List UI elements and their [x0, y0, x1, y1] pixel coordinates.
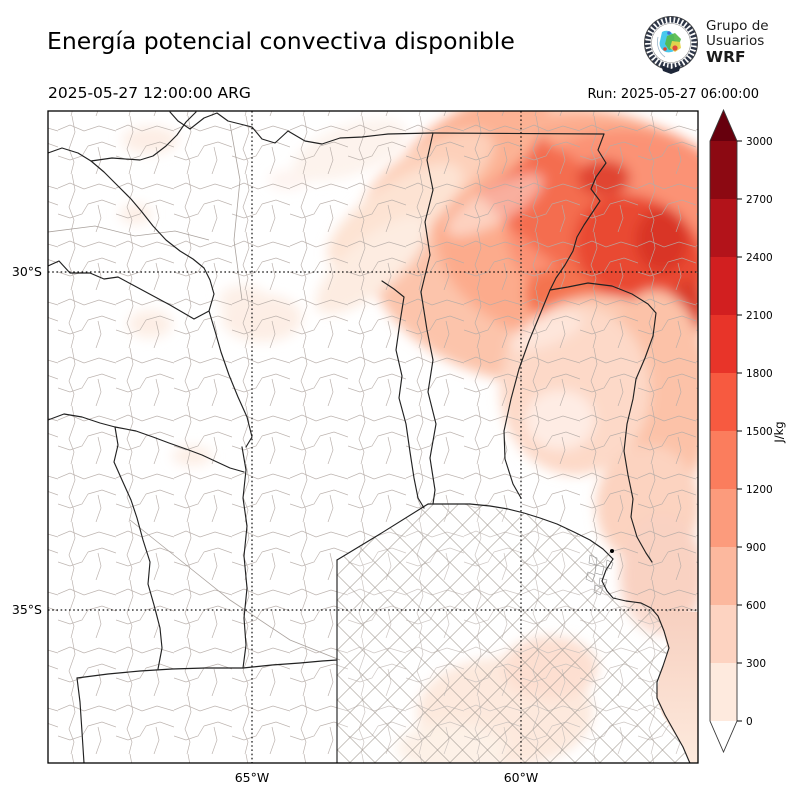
colorbar-tick-label: 3000 [746, 136, 773, 148]
colorbar-unit-label: J/kg [772, 421, 786, 443]
colorbar-segment [710, 199, 737, 257]
graticule-gridlines [48, 111, 698, 763]
colorbar-segment [710, 431, 737, 489]
colorbar-tick-label: 600 [746, 600, 766, 612]
valid-time-label: 2025-05-27 12:00:00 ARG [48, 84, 251, 102]
colorbar-segment [710, 257, 737, 315]
colorbar-segment [710, 141, 737, 199]
logo-line-2: Usuarios [706, 33, 765, 50]
ytick-35s: 35°S [12, 602, 42, 617]
colorbar-segment [710, 663, 737, 721]
city-marker [610, 549, 614, 553]
colorbar-tick-label: 300 [746, 658, 766, 670]
colorbar-segment [710, 489, 737, 547]
ytick-30s: 30°S [12, 264, 42, 279]
colorbar-segment [710, 547, 737, 605]
xtick-65w: 65°W [235, 770, 270, 785]
colorbar-over-arrow [710, 110, 737, 141]
logo-ribbon [661, 65, 681, 74]
colorbar-segment [710, 315, 737, 373]
colorbar-tick-label: 1200 [746, 484, 773, 496]
department-lines [48, 123, 341, 661]
run-time-label: Run: 2025-05-27 06:00:00 [587, 87, 759, 102]
colorbar-tick-label: 2100 [746, 310, 773, 322]
wrf-logo-text: Grupo de Usuarios WRF [706, 19, 769, 67]
wrf-logo-emblem-icon [644, 16, 698, 74]
colorbar-tick-label: 900 [746, 542, 766, 554]
logo-line-1: Grupo de [706, 18, 769, 35]
xtick-60w: 60°W [504, 770, 539, 785]
colorbar-tick-label: 0 [746, 716, 753, 728]
map-frame [47, 110, 699, 764]
colorbar-tick-label: 2400 [746, 252, 773, 264]
colorbar-tick-label: 1800 [746, 368, 773, 380]
logo-minimap [657, 30, 681, 58]
colorbar-tick-label: 2700 [746, 194, 773, 206]
colorbar-under-arrow [710, 721, 737, 752]
colorbar-tick-label: 1500 [746, 426, 773, 438]
province-boundaries [48, 111, 691, 763]
colorbar-segment [710, 605, 737, 663]
metro-partidos-cluster [585, 554, 614, 596]
department-boundaries-mesh [48, 111, 698, 763]
ocean-area [656, 612, 698, 763]
page-title: Energía potencial convectiva disponible [47, 27, 515, 55]
colorbar-segment [710, 373, 737, 431]
logo-line-3: WRF [706, 48, 746, 67]
wrf-users-group-logo: Grupo de Usuarios WRF [641, 12, 769, 74]
colorbar: 0 300 600 900 1200 1500 1800 2100 2400 2700 3000 [709, 108, 773, 754]
